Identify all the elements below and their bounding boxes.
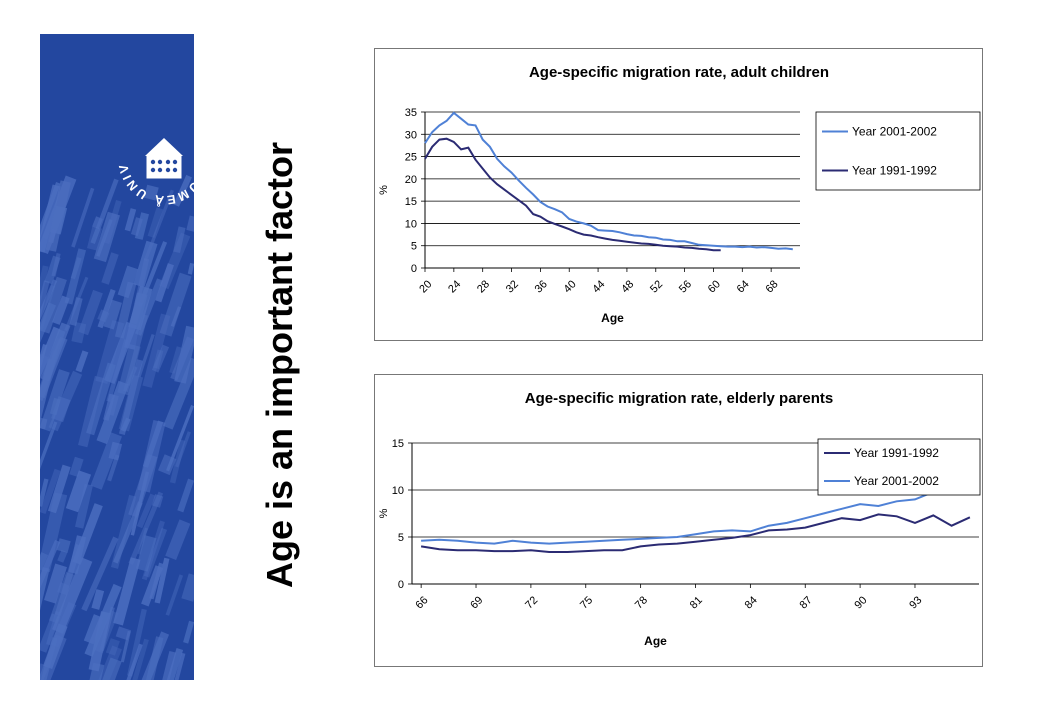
x-tick-label: 64 [735,278,752,295]
legend-label: Year 1991-1992 [854,446,939,460]
x-tick-label: 84 [743,594,760,611]
y-tick-label: 0 [398,579,404,591]
x-tick-label: 87 [798,594,815,611]
x-tick-label: 24 [446,278,463,295]
slide-title: Age is an important factor [259,141,300,589]
y-tick-label: 15 [392,438,404,450]
y-tick-label: 5 [398,532,404,544]
x-tick-label: 44 [590,278,607,295]
x-tick-label: 52 [648,278,665,295]
series-line-2 [424,137,721,252]
x-tick-label: 48 [619,278,636,295]
y-axis-label: % [378,508,390,518]
chart-adult-children: Age-specific migration rate, adult child… [374,48,983,341]
chart-svg: Age-specific migration rate, elderly par… [378,390,981,648]
x-tick-label: 32 [504,278,521,295]
y-tick-label: 25 [405,152,417,164]
chart-svg: Age-specific migration rate, adult child… [378,64,981,325]
university-logo: UMEÅ UNIVERSITET [109,104,194,208]
legend-label: Year 2001-2002 [852,125,937,139]
x-tick-label: 36 [533,278,550,295]
x-tick-label: 40 [562,278,579,295]
chart-title: Age-specific migration rate, adult child… [529,64,829,81]
x-axis-label: Age [644,634,667,648]
x-tick-label: 66 [413,594,430,611]
y-tick-label: 15 [405,196,417,208]
series-line-1 [424,111,793,251]
y-tick-label: 35 [405,107,417,119]
legend-label: Year 2001-2002 [854,474,939,488]
sidebar-brand-panel: UMEÅ UNIVERSITET [40,34,194,680]
x-tick-label: 69 [468,594,485,611]
y-axis-label: % [378,185,390,195]
x-tick-label: 78 [633,594,650,611]
x-tick-label: 93 [907,594,924,611]
y-tick-label: 5 [411,241,417,253]
y-tick-label: 10 [405,218,417,230]
x-tick-label: 81 [688,594,705,611]
chart-title: Age-specific migration rate, elderly par… [525,390,833,407]
y-tick-label: 30 [405,129,417,141]
x-tick-label: 68 [763,278,780,295]
series-line-2 [421,487,971,545]
y-tick-label: 0 [411,263,417,275]
x-tick-label: 56 [677,278,694,295]
x-tick-label: 60 [706,278,723,295]
legend-label: Year 1991-1992 [852,164,937,178]
x-tick-label: 20 [417,278,434,295]
x-tick-label: 28 [475,278,492,295]
legend-box [817,438,981,496]
series-line-1 [420,513,971,553]
x-tick-label: 90 [852,594,869,611]
x-tick-label: 72 [523,594,540,611]
legend-box [815,111,981,191]
logo-building-icon [145,138,183,179]
x-tick-label: 75 [578,594,595,611]
chart-elderly-parents: Age-specific migration rate, elderly par… [374,374,983,667]
y-tick-label: 20 [405,174,417,186]
y-tick-label: 10 [392,485,404,497]
x-axis-label: Age [601,311,624,325]
sidebar-texture [40,174,194,680]
